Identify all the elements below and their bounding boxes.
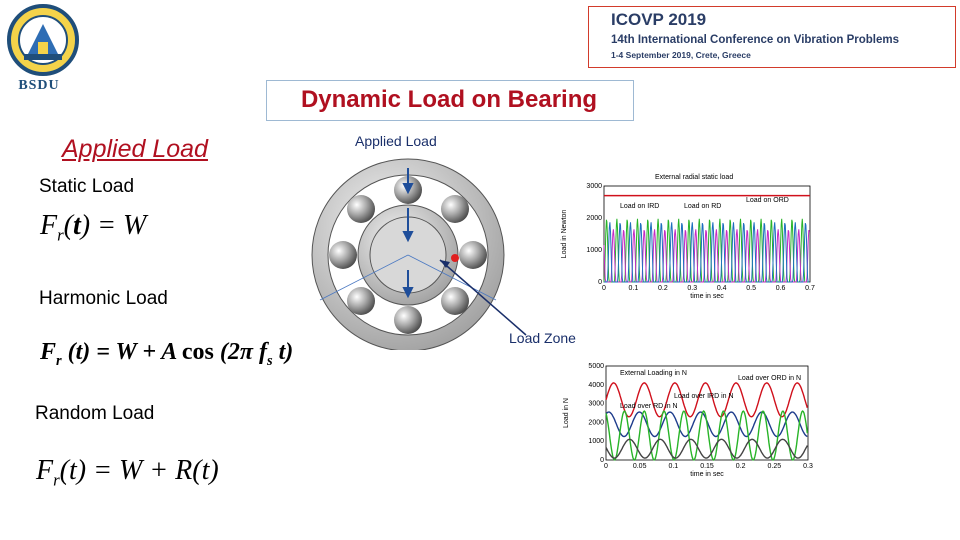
applied-load-figure-label: Applied Load <box>355 133 437 149</box>
x-tick-label: 0 <box>604 463 608 470</box>
y-tick-label: 1000 <box>588 438 604 445</box>
random-load-label: Random Load <box>35 403 155 424</box>
y-tick-label: 3000 <box>588 401 604 408</box>
harmonic-load-chart: 0 0.05 0.1 0.15 0.2 0.25 0.3 0 1000 2000 3000 4000 5… <box>562 360 820 490</box>
x-tick-label: 0.1 <box>629 285 639 292</box>
y-axis-label: Load in N <box>563 398 570 428</box>
chart-annotation: Load on IRD <box>620 203 659 210</box>
series-line <box>604 222 810 283</box>
conference-subtitle: 14th International Conference on Vibrati… <box>611 34 899 46</box>
harmonic-load-equation: Fr (t) = W + A cos (2π fs t) <box>40 339 294 369</box>
y-tick-label: 5000 <box>588 363 604 370</box>
conference-title: ICOVP 2019 <box>611 10 707 29</box>
rolling-elements <box>329 176 487 334</box>
x-tick-label: 0.6 <box>776 285 786 292</box>
harmonic-load-label: Harmonic Load <box>39 288 168 309</box>
static-load-equation: Fr(t) = W <box>40 210 147 245</box>
x-tick-label: 0.15 <box>700 463 714 470</box>
y-tick-label: 2000 <box>588 419 604 426</box>
x-tick-label: 0.2 <box>736 463 746 470</box>
series-line <box>605 410 808 461</box>
university-crest-icon <box>7 4 79 76</box>
x-tick-label: 0.05 <box>633 463 647 470</box>
series-line <box>605 382 808 418</box>
y-tick-label: 1000 <box>586 247 602 254</box>
x-tick-label: 0.7 <box>805 285 815 292</box>
load-zone-label: Load Zone <box>509 330 576 346</box>
chart-annotation: Load over IRD in N <box>674 393 734 400</box>
series-line <box>605 438 808 459</box>
x-axis-label: time in sec <box>690 293 724 300</box>
x-tick-label: 0.3 <box>803 463 813 470</box>
logo-text: BSDU <box>18 78 60 93</box>
static-load-chart: 0 0.1 0.2 0.3 0.4 0.5 0.6 0.7 0 1000 2000 3000 time … <box>560 166 816 306</box>
x-tick-label: 0.2 <box>658 285 668 292</box>
chart-annotation: Load on RD <box>684 203 721 210</box>
y-tick-label: 0 <box>598 279 602 286</box>
y-axis-label: Load in Newton <box>561 210 568 259</box>
chart-annotation: Load over ORD in N <box>738 375 801 382</box>
chart-annotation: Load on ORD <box>746 197 789 204</box>
static-load-label: Static Load <box>39 176 135 197</box>
y-tick-label: 4000 <box>588 382 604 389</box>
x-axis-label: time in sec <box>690 471 724 478</box>
x-tick-label: 0.1 <box>668 463 678 470</box>
university-logo <box>4 2 82 106</box>
random-load-equation: Fr(t) = W + R(t) <box>36 455 219 490</box>
chart-title: External radial static load <box>655 174 733 181</box>
x-tick-label: 0.3 <box>687 285 697 292</box>
y-tick-label: 0 <box>600 457 604 464</box>
x-tick-label: 0.5 <box>746 285 756 292</box>
bearing-diagram <box>300 150 530 352</box>
applied-load-heading: Applied Load <box>62 135 208 163</box>
x-tick-label: 0.25 <box>768 463 782 470</box>
chart-annotation: Load over RD in N <box>620 403 678 410</box>
conference-date: 1-4 September 2019, Crete, Greece <box>611 50 751 60</box>
title-frame <box>266 80 634 121</box>
conference-banner <box>588 6 956 68</box>
slide-title: Dynamic Load on Bearing <box>300 86 598 113</box>
x-tick-label: 0.4 <box>717 285 727 292</box>
chart-annotation: External Loading in N <box>620 370 687 377</box>
x-tick-label: 0 <box>602 285 606 292</box>
y-tick-label: 3000 <box>586 183 602 190</box>
y-tick-label: 2000 <box>586 215 602 222</box>
